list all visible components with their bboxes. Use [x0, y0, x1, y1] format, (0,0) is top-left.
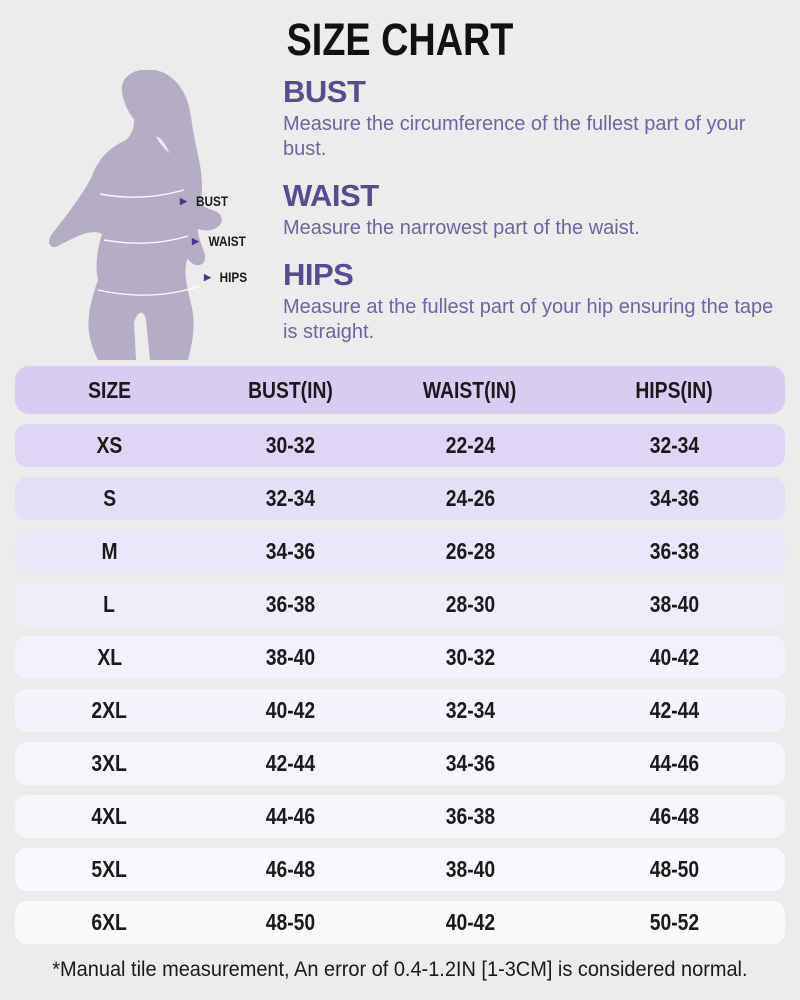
- figure-label-bust: ▶ BUST: [180, 193, 231, 209]
- definition-hips: HIPS Measure at the fullest part of your…: [283, 258, 780, 345]
- table-cell: 4XL: [91, 803, 128, 829]
- table-cell: 48-50: [649, 856, 699, 882]
- column-header: SIZE: [87, 376, 131, 403]
- definition-waist: WAIST Measure the narrowest part of the …: [283, 179, 780, 241]
- table-cell: 38-40: [265, 644, 315, 670]
- arrow-right-icon: ▶: [192, 235, 199, 246]
- table-cell: 30-32: [445, 644, 495, 670]
- table-cell: L: [103, 591, 116, 617]
- page-title: SIZE CHART: [0, 14, 800, 66]
- table-cell: 48-50: [265, 909, 315, 935]
- table-row: 6XL 48-50 40-42 50-52: [15, 901, 785, 944]
- table-cell: 22-24: [445, 432, 495, 458]
- table-cell: 5XL: [91, 856, 128, 882]
- figure-label-text: BUST: [195, 193, 228, 209]
- column-header: BUST(IN): [247, 376, 333, 403]
- table-row: 5XL 46-48 38-40 48-50: [15, 848, 785, 891]
- arrow-right-icon: ▶: [204, 271, 211, 282]
- footnote: *Manual tile measurement, An error of 0.…: [0, 958, 800, 982]
- table-row: XS 30-32 22-24 32-34: [15, 424, 785, 467]
- table-cell: 44-46: [649, 750, 699, 776]
- head-shape: [127, 77, 165, 123]
- table-cell: 34-36: [445, 750, 495, 776]
- table-cell: 44-46: [265, 803, 315, 829]
- arrow-right-icon: ▶: [180, 195, 187, 206]
- table-cell: 36-38: [445, 803, 495, 829]
- column-header: HIPS(IN): [635, 376, 713, 403]
- definition-term: WAIST: [283, 178, 379, 213]
- table-row: XL 38-40 30-32 40-42: [15, 636, 785, 679]
- body-shape: [49, 120, 222, 360]
- definition-bust: BUST Measure the circumference of the fu…: [283, 75, 780, 162]
- table-cell: 2XL: [91, 697, 128, 723]
- table-row: 4XL 44-46 36-38 46-48: [15, 795, 785, 838]
- definition-term: HIPS: [283, 257, 354, 292]
- measurement-figure: ▶ BUST ▶ WAIST ▶ HIPS: [40, 70, 280, 360]
- table-cell: 40-42: [649, 644, 699, 670]
- table-cell: XS: [96, 432, 123, 458]
- table-cell: 46-48: [265, 856, 315, 882]
- table-cell: 32-34: [265, 485, 315, 511]
- table-row: 3XL 42-44 34-36 44-46: [15, 742, 785, 785]
- female-silhouette: [49, 70, 222, 360]
- table-cell: 34-36: [265, 538, 315, 564]
- table-cell: 40-42: [265, 697, 315, 723]
- size-chart-table: SIZE BUST(IN) WAIST(IN) HIPS(IN) XS 30-32 22-…: [15, 366, 785, 944]
- table-row: S 32-34 24-26 34-36: [15, 477, 785, 520]
- waist-measure-line: [103, 235, 189, 244]
- figure-label-waist: ▶ WAIST: [192, 233, 249, 249]
- definition-term: BUST: [283, 74, 366, 109]
- table-cell: 34-36: [649, 485, 699, 511]
- table-cell: 3XL: [91, 750, 128, 776]
- page-title-text: SIZE CHART: [286, 14, 514, 65]
- table-cell: 24-26: [445, 485, 495, 511]
- definition-description: Measure the narrowest part of the waist.: [283, 217, 640, 239]
- table-cell: 50-52: [649, 909, 699, 935]
- table-cell: XL: [96, 644, 122, 670]
- table-cell: M: [101, 538, 118, 564]
- table-cell: 42-44: [649, 697, 699, 723]
- table-cell: 30-32: [265, 432, 315, 458]
- figure-label-text: WAIST: [208, 233, 246, 249]
- figure-label-hips: ▶ HIPS: [204, 269, 250, 285]
- table-cell: 38-40: [445, 856, 495, 882]
- table-header-row: SIZE BUST(IN) WAIST(IN) HIPS(IN): [15, 366, 785, 414]
- table-cell: 40-42: [445, 909, 495, 935]
- table-cell: 32-34: [649, 432, 699, 458]
- table-cell: 32-34: [445, 697, 495, 723]
- footnote-text: *Manual tile measurement, An error of 0.…: [52, 958, 748, 981]
- table-cell: 6XL: [91, 909, 128, 935]
- table-cell: 42-44: [265, 750, 315, 776]
- table-row: L 36-38 28-30 38-40: [15, 583, 785, 626]
- table-cell: S: [102, 485, 116, 511]
- definition-description: Measure the circumference of the fullest…: [283, 113, 746, 160]
- table-row: M 34-36 26-28 36-38: [15, 530, 785, 573]
- table-cell: 46-48: [649, 803, 699, 829]
- table-row: 2XL 40-42 32-34 42-44: [15, 689, 785, 732]
- table-cell: 36-38: [649, 538, 699, 564]
- column-header: WAIST(IN): [423, 376, 517, 403]
- definition-description: Measure at the fullest part of your hip …: [283, 296, 774, 343]
- table-cell: 38-40: [649, 591, 699, 617]
- bust-measure-line: [99, 189, 185, 198]
- hip-measure-line: [97, 285, 201, 296]
- table-cell: 26-28: [445, 538, 495, 564]
- table-cell: 28-30: [445, 591, 495, 617]
- table-cell: 36-38: [265, 591, 315, 617]
- figure-label-text: HIPS: [219, 269, 247, 285]
- measurement-definitions: BUST Measure the circumference of the fu…: [283, 75, 780, 362]
